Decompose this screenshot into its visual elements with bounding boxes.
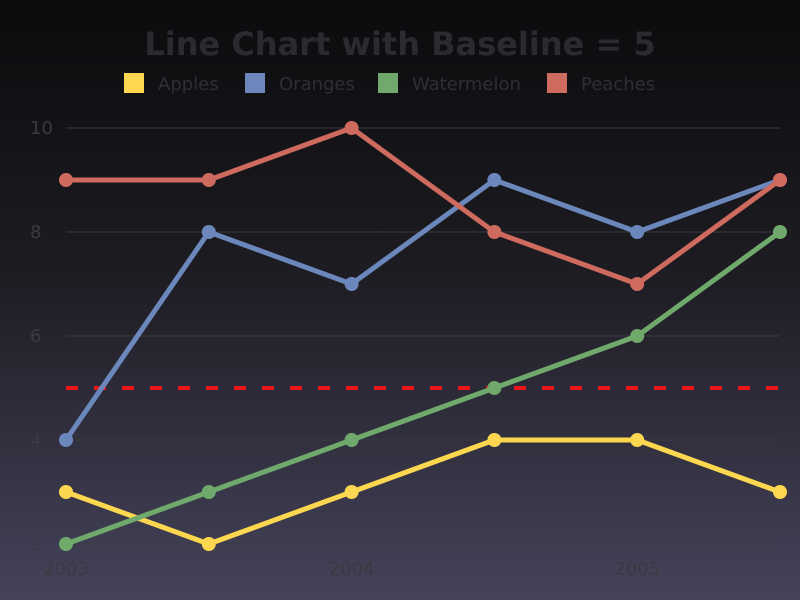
legend-label: Oranges [279, 74, 355, 95]
series-oranges [59, 173, 787, 447]
data-point [773, 225, 787, 239]
x-axis-ticks: 2003 2004 2005 [43, 559, 660, 580]
x-tick-label: 2004 [329, 559, 375, 580]
series-line [63, 125, 783, 287]
data-point [344, 121, 359, 135]
data-point [59, 485, 73, 499]
data-point [487, 381, 502, 395]
x-tick-label: 2005 [614, 559, 660, 580]
x-tick-label: 2003 [43, 559, 89, 580]
data-point [630, 225, 645, 239]
grid [66, 127, 780, 545]
data-point [487, 173, 502, 187]
legend-swatch [378, 73, 398, 93]
legend-item: Oranges [245, 73, 355, 95]
data-point [487, 225, 502, 239]
data-point [630, 277, 645, 291]
legend-item: Apples [124, 73, 219, 95]
data-point [344, 433, 359, 447]
data-point [201, 173, 216, 187]
data-point [59, 173, 73, 187]
data-point [773, 173, 787, 187]
data-point [59, 433, 73, 447]
data-point [201, 537, 216, 551]
series-line [63, 177, 783, 443]
data-point [201, 485, 216, 499]
data-point [773, 485, 787, 499]
series-apples [59, 433, 787, 551]
series-line [63, 229, 783, 547]
legend-label: Apples [158, 74, 219, 95]
y-axis-ticks: 2 4 6 8 10 [30, 118, 53, 555]
data-point [344, 277, 359, 291]
data-point [630, 433, 645, 447]
legend-swatch [547, 73, 567, 93]
legend-label: Peaches [581, 74, 655, 95]
legend-label: Watermelon [412, 74, 521, 95]
legend-item: Watermelon [378, 73, 521, 95]
data-point [630, 329, 645, 343]
data-point [201, 225, 216, 239]
series-group [59, 121, 787, 551]
legend-swatch [245, 73, 265, 93]
legend: Apples Oranges Watermelon Peaches [124, 73, 655, 95]
series-line [63, 437, 783, 547]
series-peaches [59, 121, 787, 291]
legend-item: Peaches [547, 73, 655, 95]
y-tick-label: 8 [30, 222, 41, 243]
y-tick-label: 10 [30, 118, 53, 139]
y-tick-label: 6 [30, 326, 41, 347]
data-point [344, 485, 359, 499]
legend-swatch [124, 73, 144, 93]
data-point [487, 433, 502, 447]
series-watermelon [59, 225, 787, 551]
y-tick-label: 2 [30, 534, 41, 555]
data-point [59, 537, 73, 551]
y-tick-label: 4 [30, 430, 41, 451]
chart-title: Line Chart with Baseline = 5 [144, 25, 655, 63]
